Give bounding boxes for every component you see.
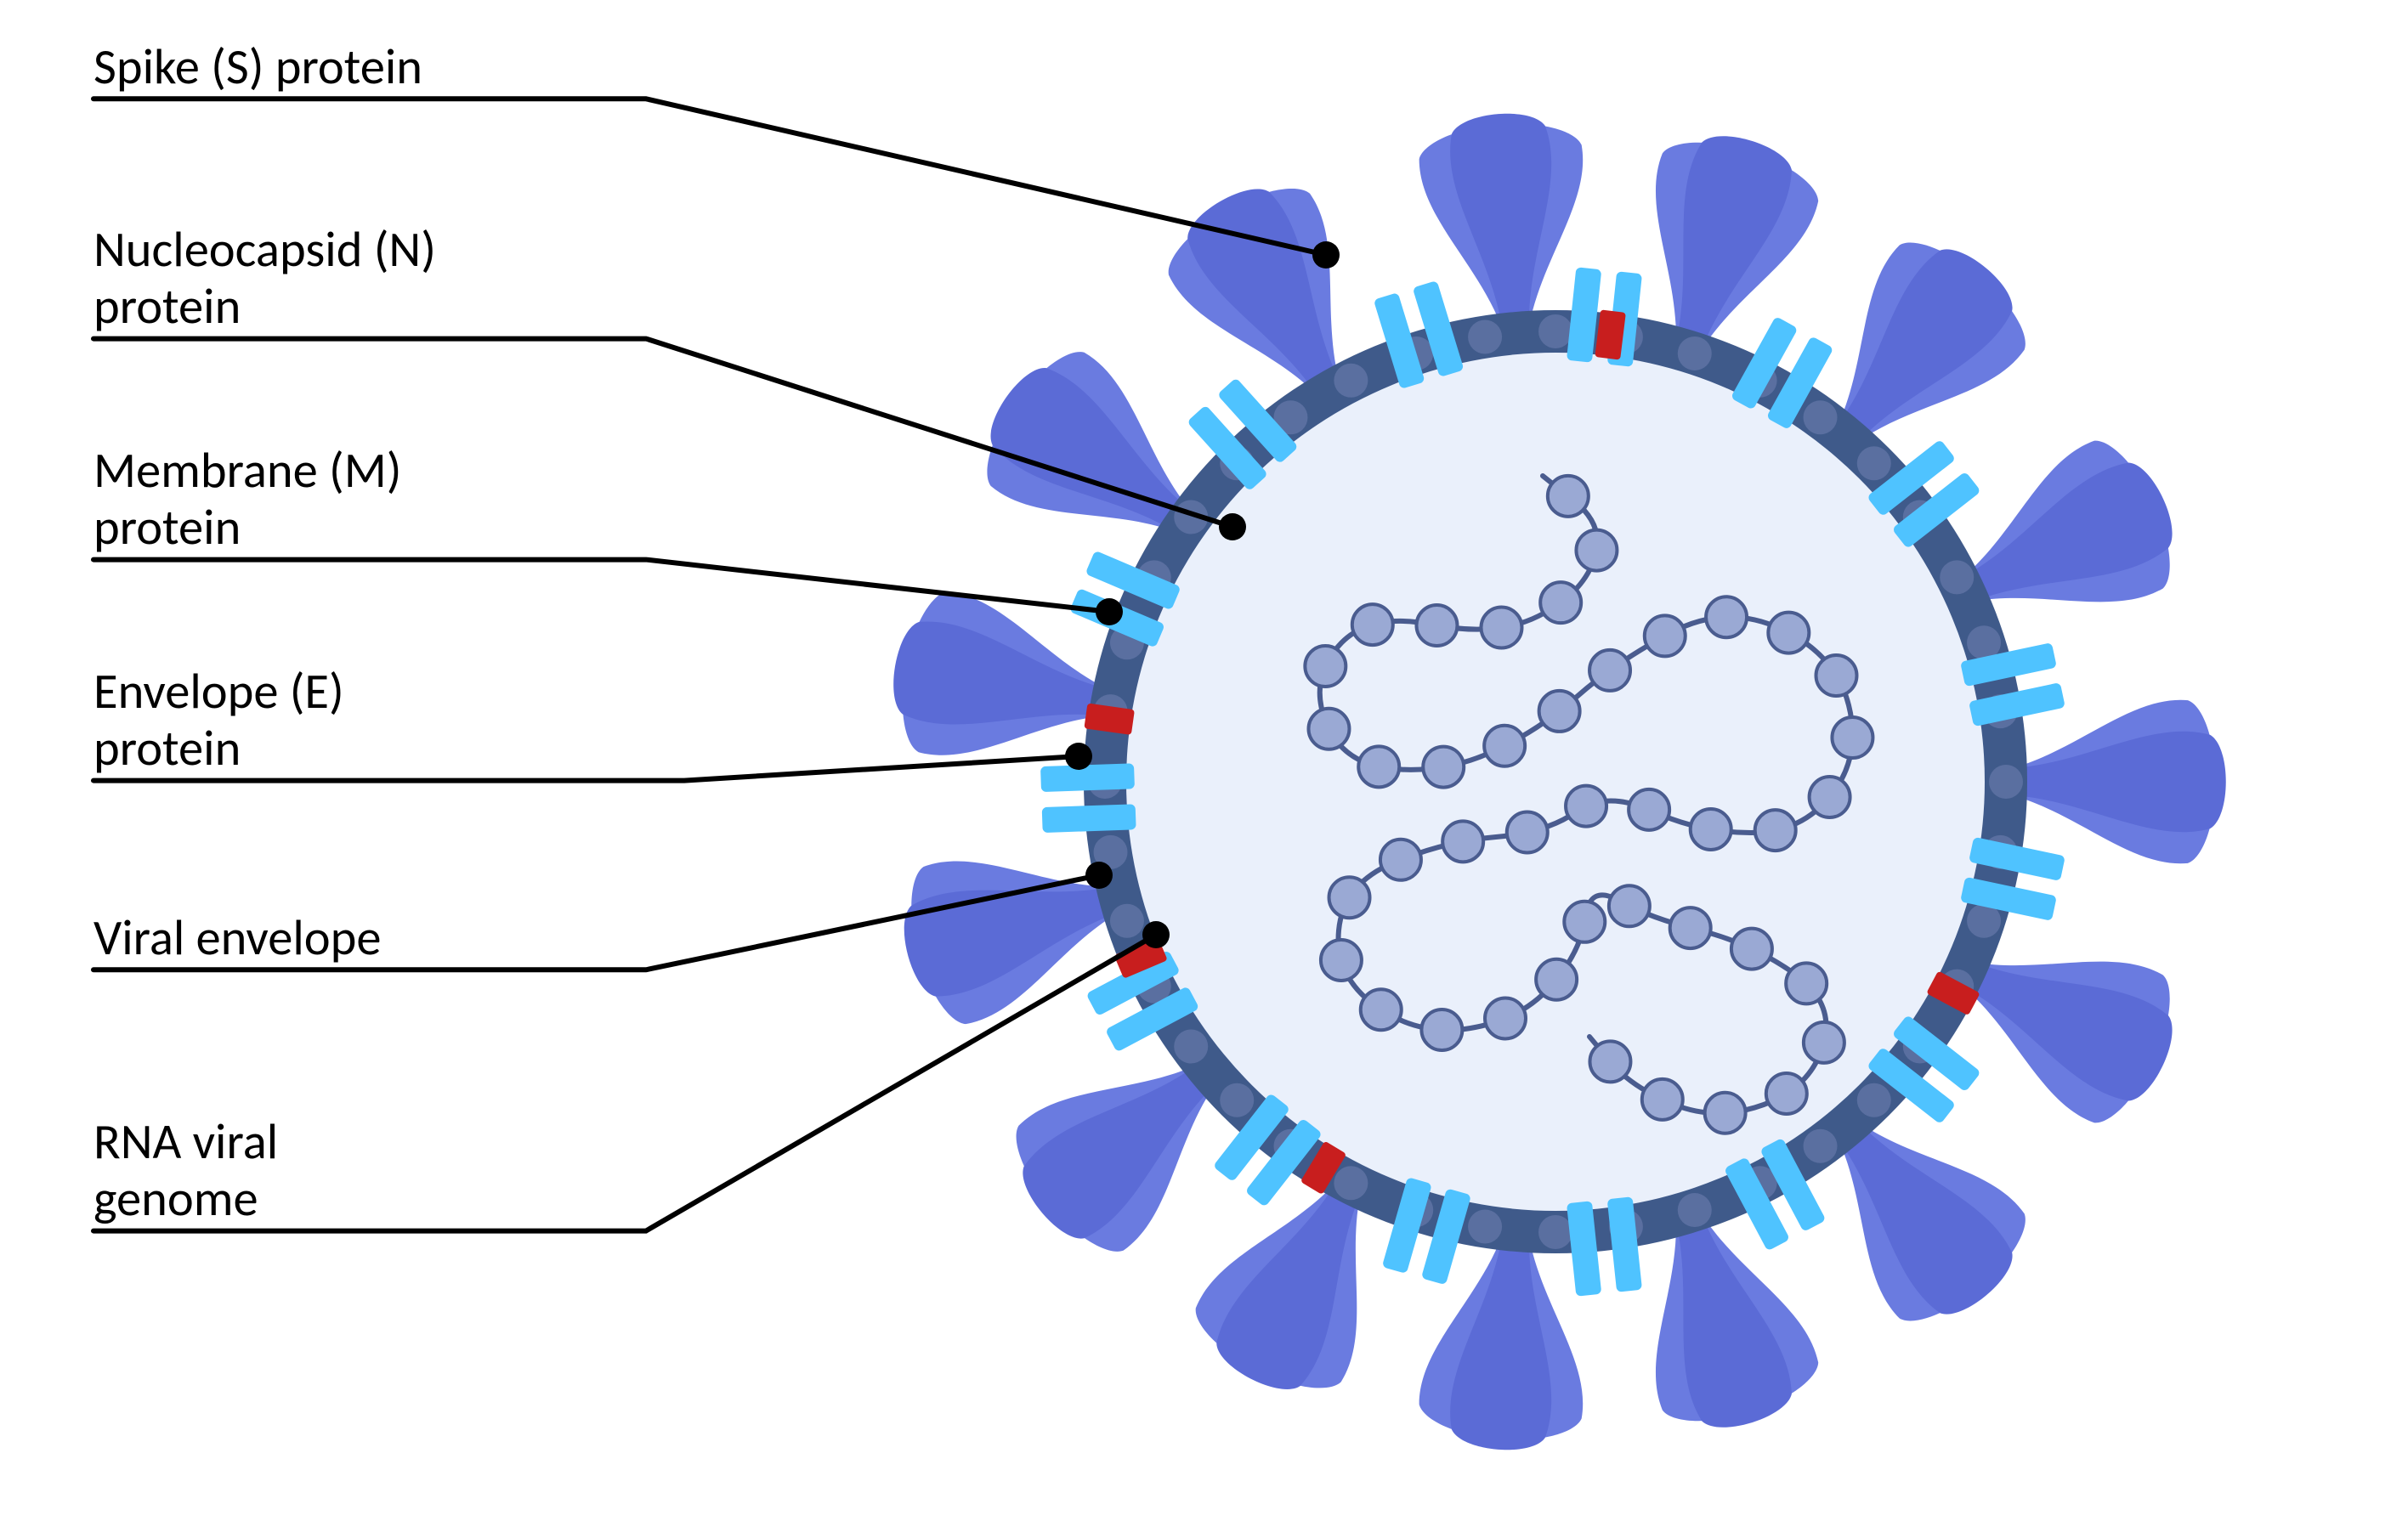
label-viral-env: Viral envelope [93, 909, 382, 966]
label-nucleocapsid: Nucleocapsid (N) protein [93, 221, 436, 336]
diagram-stage: Spike (S) protein Nucleocapsid (N) prote… [0, 0, 2408, 1538]
label-envelope-e: Envelope (E) protein [93, 663, 344, 777]
label-rna: RNA viral genome [93, 1113, 278, 1228]
label-membrane: Membrane (M) protein [93, 442, 401, 557]
label-spike: Spike (S) protein [93, 38, 422, 95]
